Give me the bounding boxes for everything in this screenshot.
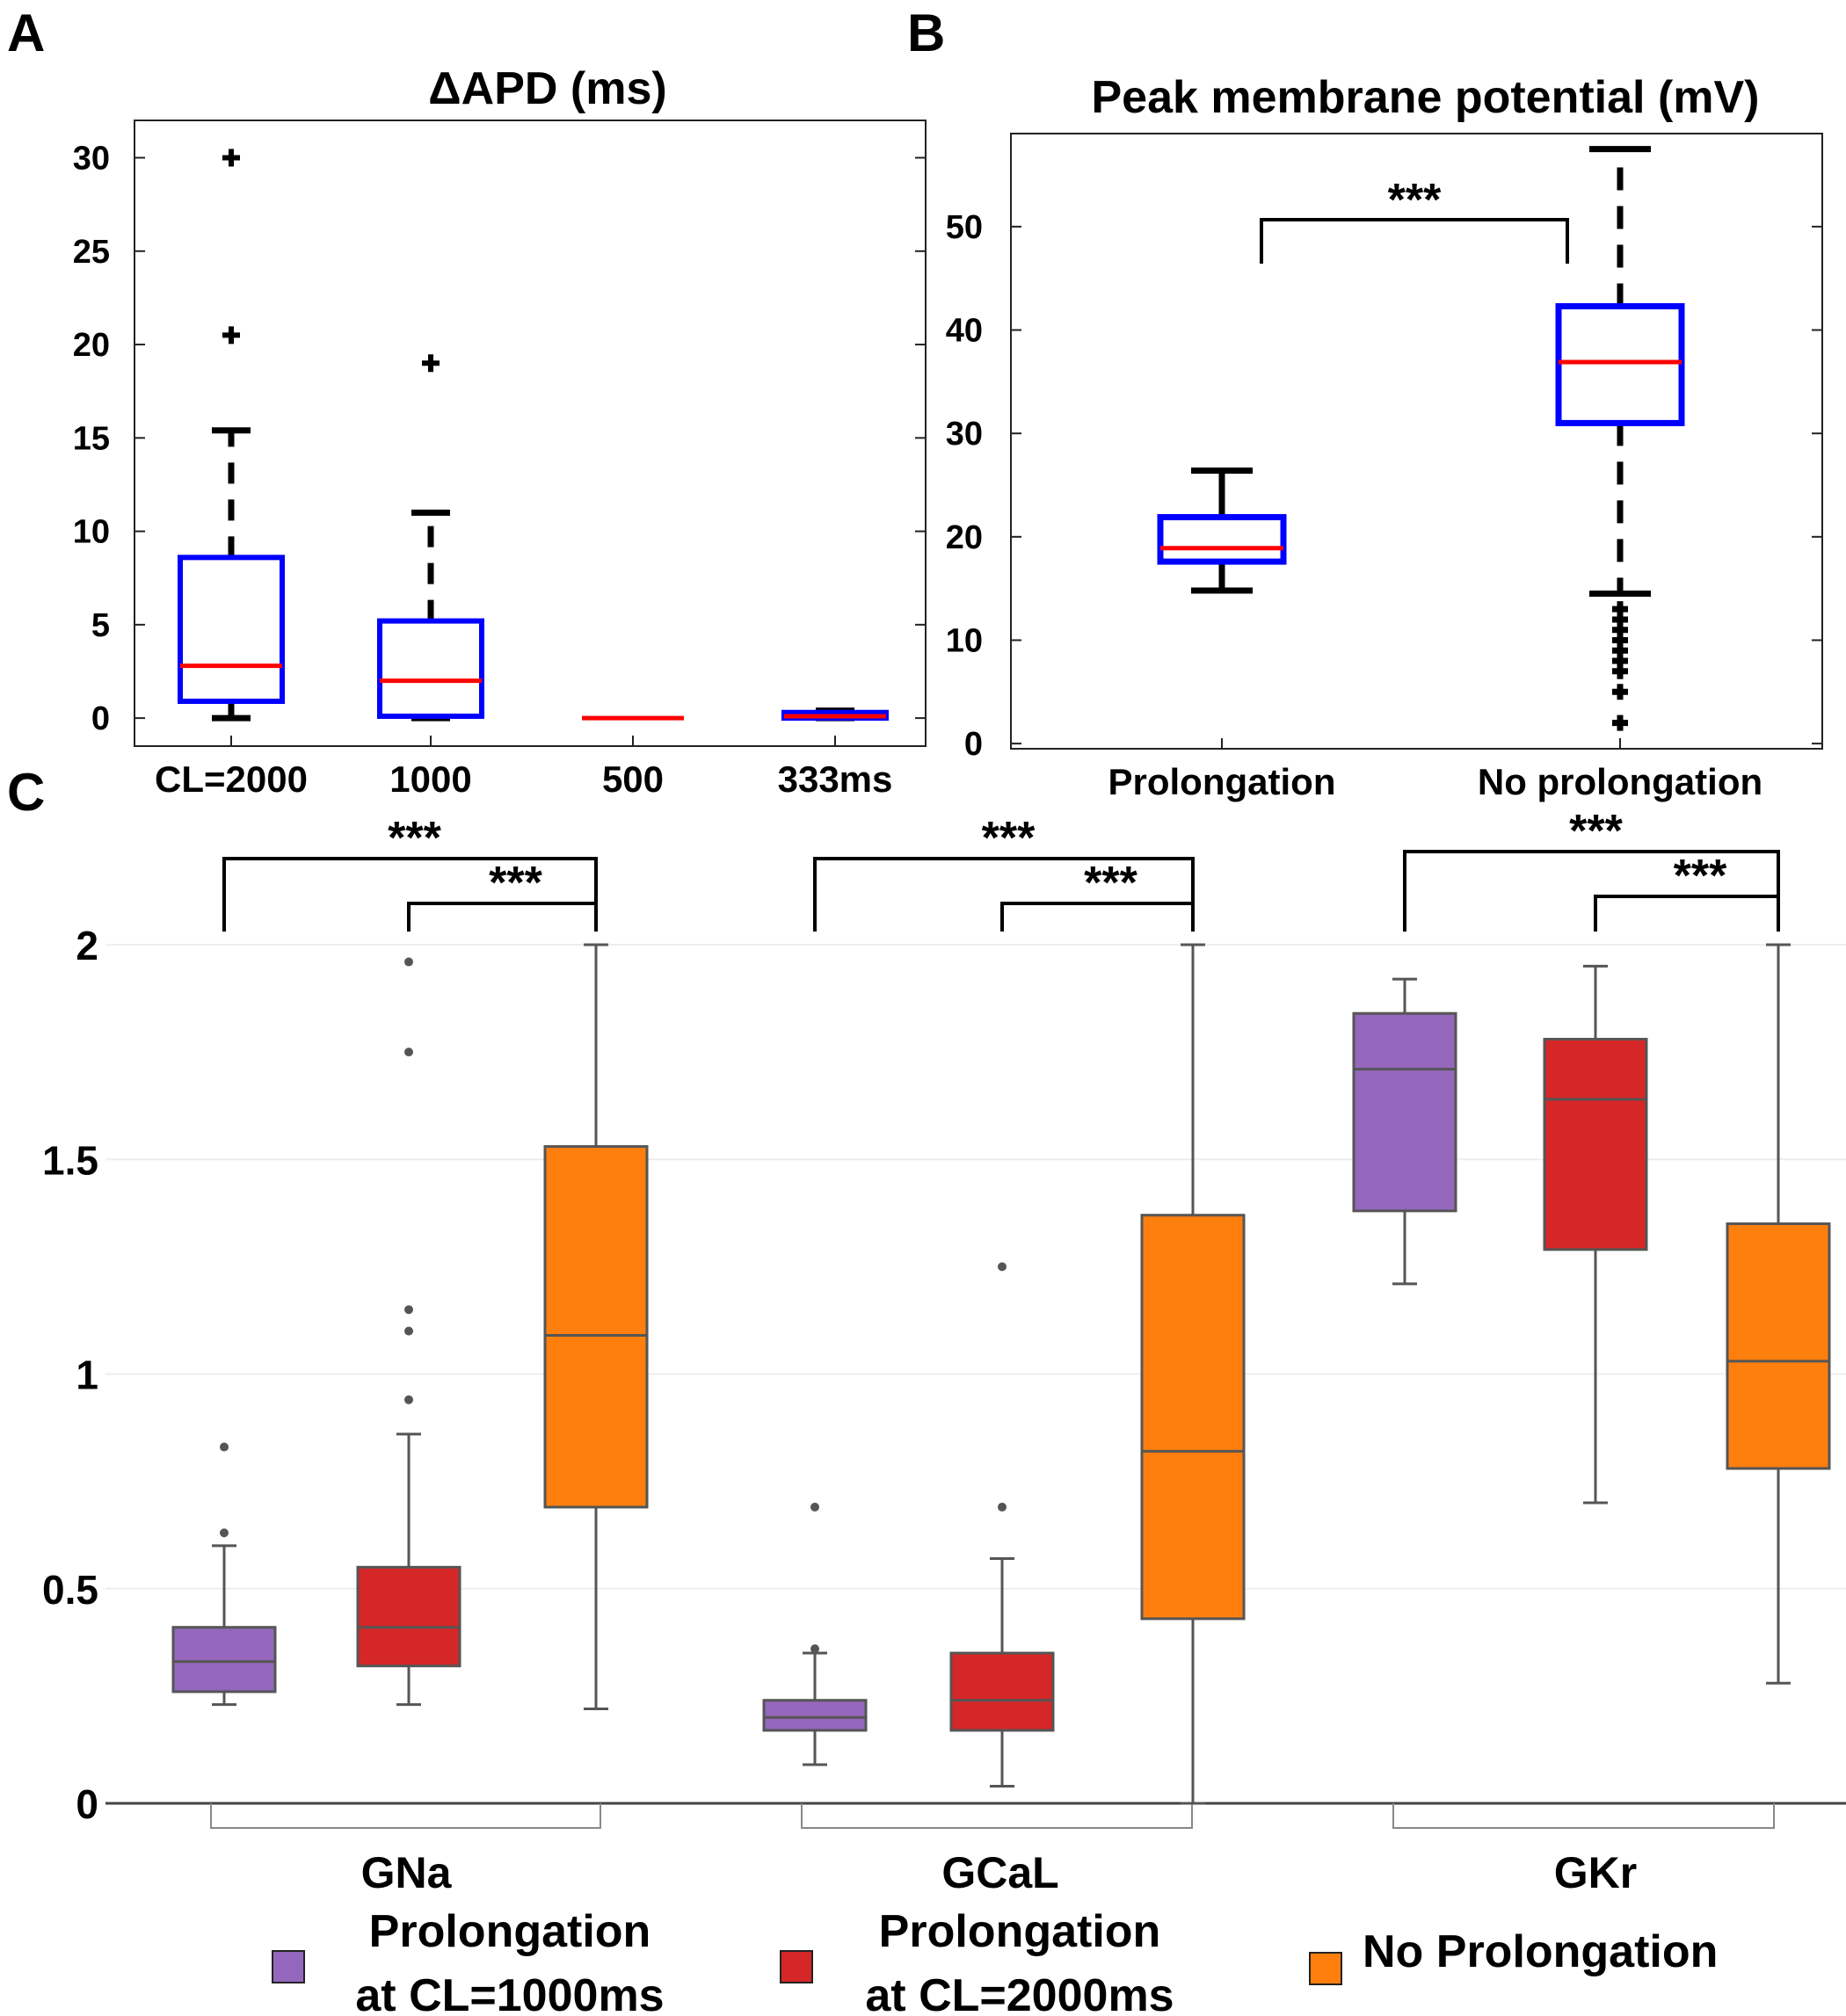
y-tick-label: 1 <box>76 1352 98 1398</box>
significance-bracket <box>1260 218 1569 264</box>
outlier-marker <box>1612 601 1628 618</box>
y-tick-label: 20 <box>73 327 110 364</box>
outlier-point <box>404 1048 413 1057</box>
significance-bracket <box>813 857 1195 932</box>
box <box>178 555 285 704</box>
y-tick-label: 10 <box>73 514 110 551</box>
legend-label: Prolongation <box>879 1906 1161 1957</box>
box <box>1555 302 1685 426</box>
y-tick-label: 15 <box>73 420 110 457</box>
significance-label: *** <box>982 813 1036 864</box>
outlier-marker <box>1612 714 1628 731</box>
group-label: GNa <box>361 1848 453 1897</box>
outlier-marker <box>222 326 240 344</box>
y-tick-label: 20 <box>946 519 983 556</box>
y-tick-label: 0 <box>76 1781 98 1827</box>
significance-bracket <box>1594 895 1780 932</box>
outlier-marker <box>1612 684 1628 700</box>
y-tick-label: 2 <box>76 923 98 968</box>
outlier-point <box>404 1326 413 1336</box>
outlier-marker <box>422 354 440 373</box>
outlier-point <box>404 957 413 967</box>
y-tick-label: 5 <box>91 607 110 644</box>
y-tick-label: 0 <box>91 700 110 737</box>
significance-label: *** <box>388 813 441 864</box>
group-bracket <box>210 1803 601 1829</box>
outlier-point <box>404 1305 413 1315</box>
outlier-point <box>220 1528 229 1538</box>
significance-bracket <box>222 857 598 932</box>
panel-b: B Peak membrane potential (mV) 0 10 20 30 40 50… <box>907 4 1823 802</box>
plot-frame-b <box>1010 133 1823 750</box>
chart-title-b: Peak membrane potential (mV) <box>1092 72 1760 123</box>
panel-label-c: C <box>7 763 45 822</box>
legend-swatch <box>1309 1952 1342 1985</box>
significance-bracket <box>1000 902 1195 932</box>
y-tick-label: 30 <box>73 141 110 178</box>
plot-frame-a <box>134 120 927 747</box>
outlier-point <box>404 1395 413 1404</box>
outlier-point <box>810 1644 819 1654</box>
outlier-point <box>220 1442 229 1452</box>
chart-title-a: ΔAPD (ms) <box>428 63 666 114</box>
box <box>1352 1012 1457 1213</box>
box <box>1726 1222 1831 1470</box>
y-tick-label: 1.5 <box>42 1137 98 1183</box>
panel-label-a: A <box>7 4 45 62</box>
outlier-point <box>998 1502 1007 1512</box>
legend-label: at CL=1000ms <box>355 1970 664 2016</box>
y-tick-label: 50 <box>946 209 983 246</box>
outlier-point <box>810 1502 819 1512</box>
legend-swatch <box>780 1950 813 1983</box>
legend-swatch <box>272 1950 305 1983</box>
outlier-marker <box>222 149 240 167</box>
box <box>1140 1214 1246 1621</box>
box <box>543 1145 649 1509</box>
significance-label: *** <box>1084 858 1137 909</box>
significance-label: *** <box>1674 851 1727 902</box>
x-tick-label: 333ms <box>778 758 893 800</box>
group-bracket <box>1392 1803 1775 1829</box>
x-tick-label: CL=2000 <box>155 758 308 800</box>
y-tick-label: 10 <box>946 622 983 659</box>
outlier-point <box>998 1262 1007 1272</box>
group-label: GKr <box>1554 1848 1637 1897</box>
panel-a: A ΔAPD (ms) 0 5 10 15 20 25 30 CL=2000 1000 500 333m… <box>7 4 927 800</box>
x-tick-label: 1000 <box>389 758 471 800</box>
y-tick-label: 40 <box>946 313 983 350</box>
legend-label: Prolongation <box>369 1906 651 1957</box>
significance-bracket <box>407 902 598 932</box>
box <box>377 618 484 719</box>
box <box>1157 513 1287 565</box>
significance-label: *** <box>1569 806 1623 857</box>
legend-label: at CL=2000ms <box>865 1970 1174 2016</box>
y-tick-label: 25 <box>73 234 110 271</box>
significance-label: *** <box>489 858 542 909</box>
significance-bracket <box>1403 850 1780 932</box>
y-tick-label: 0.5 <box>42 1567 98 1613</box>
box <box>1543 1037 1648 1251</box>
group-label: GCaL <box>941 1848 1058 1897</box>
group-bracket <box>801 1803 1193 1829</box>
box <box>171 1626 277 1693</box>
box <box>949 1651 1055 1732</box>
x-tick-label: 500 <box>602 758 664 800</box>
panel-label-b: B <box>907 4 945 62</box>
significance-label: *** <box>1388 175 1442 226</box>
y-tick-label: 30 <box>946 416 983 453</box>
box <box>356 1565 462 1668</box>
legend-label: No Prolongation <box>1363 1926 1718 1977</box>
box <box>762 1699 868 1732</box>
panel-c: C 0 0.5 1 1.5 2 GNa GCaL GKr *** *** *** *** *** *** Pr… <box>7 763 1846 2016</box>
x-tick-label: Prolongation <box>1108 761 1336 802</box>
y-tick-label: 0 <box>964 726 983 763</box>
x-tick-label: No prolongation <box>1478 761 1762 802</box>
